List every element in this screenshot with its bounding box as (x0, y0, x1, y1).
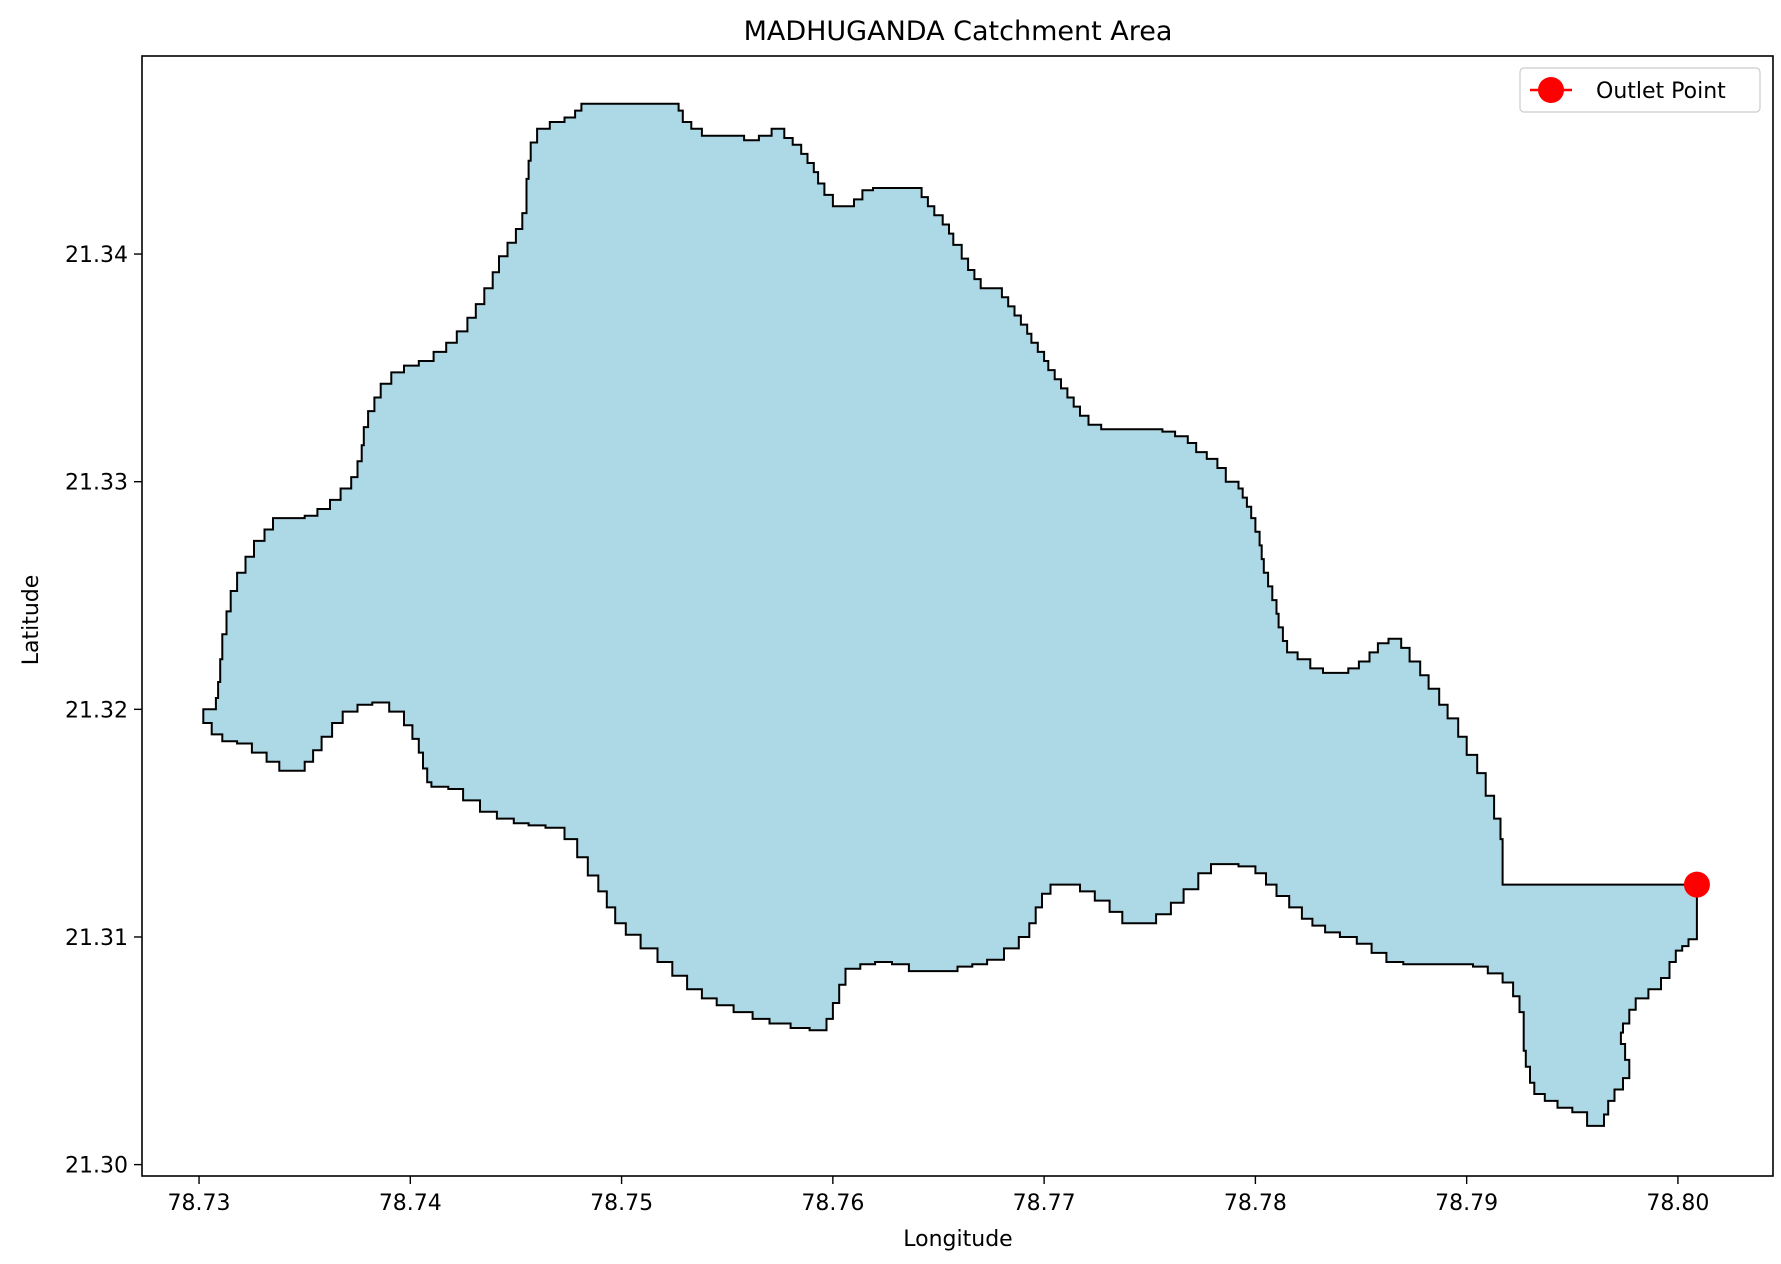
y-tick-label: 21.33 (65, 471, 128, 496)
x-tick-label: 78.74 (379, 1191, 442, 1216)
x-tick-label: 78.77 (1013, 1191, 1076, 1216)
legend-marker-swatch (1538, 77, 1564, 103)
x-tick-label: 78.80 (1646, 1191, 1709, 1216)
y-axis: 21.30 21.31 21.32 21.33 21.34 (65, 243, 142, 1179)
x-axis: 78.73 78.74 78.75 78.76 78.77 78.78 78.79 78.80 (168, 1176, 1709, 1216)
x-tick-label: 78.79 (1435, 1191, 1498, 1216)
y-axis-label: Latitude (19, 575, 44, 666)
legend: Outlet Point (1519, 67, 1761, 113)
legend-label-outlet-point: Outlet Point (1596, 79, 1726, 104)
x-tick-label: 78.73 (168, 1191, 231, 1216)
y-tick-label: 21.30 (65, 1154, 128, 1179)
x-tick-label: 78.76 (801, 1191, 864, 1216)
y-tick-label: 21.32 (65, 698, 128, 723)
plot-area (141, 55, 1774, 1177)
axes-frame (141, 55, 1774, 1177)
outlet-point-marker (1683, 871, 1710, 898)
x-tick-label: 78.75 (590, 1191, 653, 1216)
catchment-polygon (202, 102, 1698, 1127)
legend-box (1519, 67, 1761, 113)
x-axis-label: Longitude (903, 1227, 1012, 1252)
chart-title: MADHUGANDA Catchment Area (744, 16, 1173, 47)
x-tick-label: 78.78 (1224, 1191, 1287, 1216)
y-tick-label: 21.31 (65, 926, 128, 951)
y-tick-label: 21.34 (65, 243, 128, 268)
